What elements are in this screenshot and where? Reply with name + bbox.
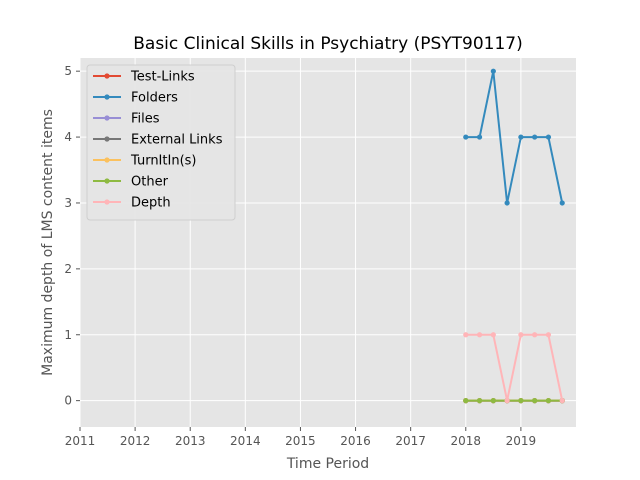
y-axis-label: Maximum depth of LMS content items	[40, 109, 56, 376]
legend-swatch-marker	[104, 115, 110, 121]
legend-item: Depth	[93, 196, 171, 211]
legend-item: TurnItIn(s)	[93, 154, 196, 169]
data-point	[490, 68, 496, 74]
x-tick-label: 2013	[175, 434, 206, 448]
legend-swatch-marker	[104, 73, 110, 79]
data-point	[463, 398, 469, 404]
x-axis-label: Time Period	[286, 456, 369, 472]
data-point	[532, 134, 538, 140]
legend-label: External Links	[131, 133, 223, 148]
y-axis: 0 1 2 3 4 5	[64, 64, 80, 408]
y-tick-label: 1	[64, 328, 72, 342]
chart-title: Basic Clinical Skills in Psychiatry (PSY…	[133, 34, 523, 54]
data-point	[476, 398, 483, 404]
data-point	[490, 398, 496, 404]
legend-swatch-marker	[104, 136, 110, 142]
data-point	[476, 332, 483, 338]
legend-label: TurnItIn(s)	[130, 154, 196, 169]
data-point	[463, 332, 469, 338]
data-point	[463, 134, 469, 140]
legend-swatch-marker	[104, 94, 110, 100]
data-point	[518, 134, 524, 140]
x-tick-label: 2017	[395, 434, 426, 448]
x-tick-label: 2019	[506, 434, 537, 448]
data-point	[545, 134, 552, 140]
y-tick-label: 0	[64, 394, 72, 408]
x-tick-label: 2014	[230, 434, 261, 448]
x-tick-label: 2016	[340, 434, 371, 448]
legend-item: Files	[93, 112, 160, 127]
legend-item: Test-Links	[93, 70, 195, 85]
x-axis: 2011 2012 2013 2014 2015 2016 2017 2018 2019	[65, 427, 536, 448]
data-point	[559, 398, 565, 404]
legend-label: Test-Links	[130, 70, 195, 85]
y-tick-label: 5	[64, 64, 72, 78]
series-layer	[463, 68, 565, 404]
legend: Test-Links Folders Files External Links Turn…	[86, 64, 236, 221]
legend-swatch-marker	[104, 157, 110, 163]
data-point	[518, 398, 524, 404]
y-tick-label: 4	[64, 130, 72, 144]
data-point	[504, 398, 510, 404]
x-tick-label: 2012	[120, 434, 151, 448]
legend-label: Other	[131, 175, 169, 190]
x-tick-label: 2011	[65, 434, 96, 448]
data-point	[545, 332, 552, 338]
data-point	[532, 398, 538, 404]
x-tick-label: 2018	[451, 434, 482, 448]
series-depth	[463, 332, 565, 404]
legend-swatch-marker	[104, 178, 110, 184]
legend-item: Other	[93, 175, 169, 190]
data-point	[518, 332, 524, 338]
series-folders	[463, 68, 565, 206]
data-point	[504, 200, 510, 206]
data-point	[532, 332, 538, 338]
data-point	[476, 134, 483, 140]
y-tick-label: 2	[64, 262, 72, 276]
legend-item: External Links	[93, 133, 223, 148]
data-point	[490, 332, 496, 338]
legend-label: Depth	[131, 196, 171, 211]
legend-label: Folders	[131, 91, 178, 106]
y-tick-label: 3	[64, 196, 72, 210]
legend-box	[86, 64, 236, 221]
legend-swatch-marker	[104, 199, 110, 205]
data-point	[545, 398, 552, 404]
legend-item: Folders	[93, 91, 178, 106]
data-point	[559, 200, 565, 206]
legend-label: Files	[131, 112, 160, 127]
x-tick-label: 2015	[285, 434, 316, 448]
